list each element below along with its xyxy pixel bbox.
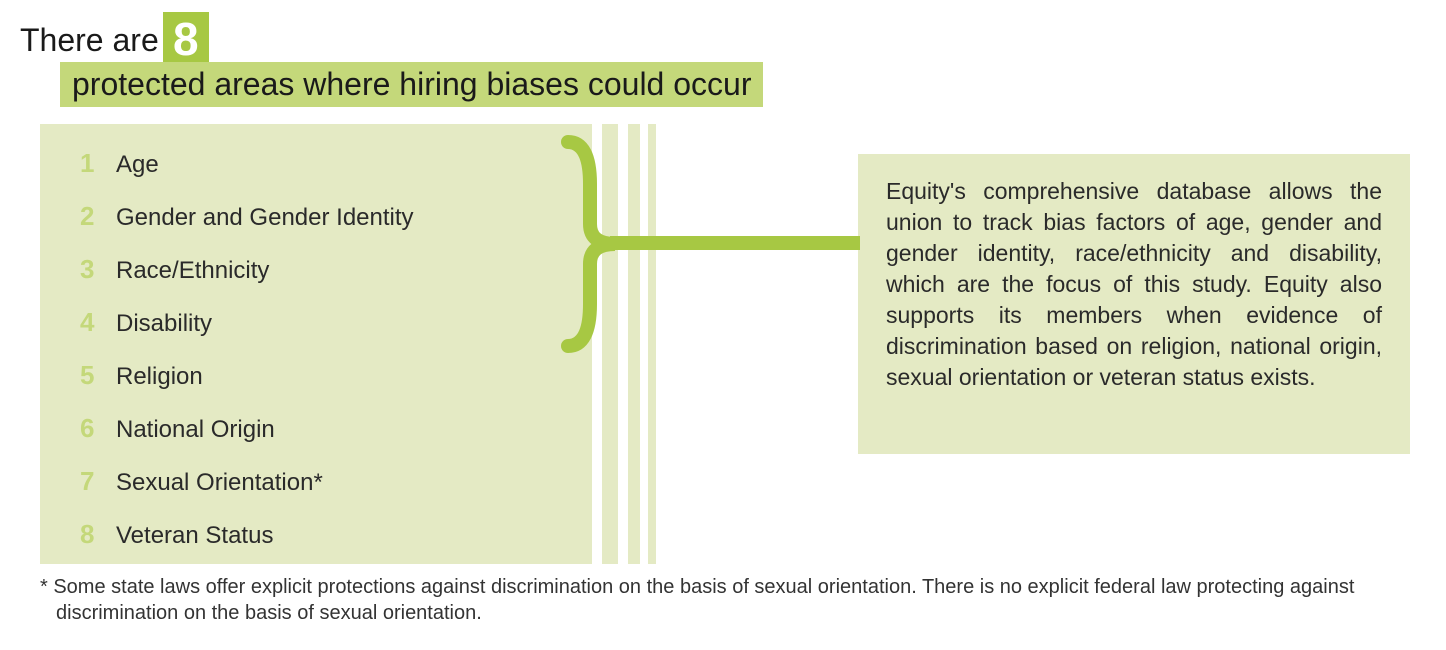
- heading-prefix: There are: [20, 22, 159, 59]
- list-item: 3 Race/Ethnicity: [80, 254, 572, 285]
- list-label: Race/Ethnicity: [116, 257, 269, 285]
- list-number: 8: [80, 519, 116, 550]
- list-label: Disability: [116, 310, 212, 338]
- list-number: 5: [80, 360, 116, 391]
- list-item: 1 Age: [80, 148, 572, 179]
- protected-areas-list: 1 Age 2 Gender and Gender Identity 3 Rac…: [40, 124, 592, 564]
- bracket-icon: [560, 134, 620, 354]
- footnote: * Some state laws offer explicit protect…: [40, 574, 1410, 626]
- stripe: [648, 124, 656, 564]
- list-item: 6 National Origin: [80, 413, 572, 444]
- list-item: 4 Disability: [80, 307, 572, 338]
- list-item: 8 Veteran Status: [80, 519, 572, 550]
- list-item: 2 Gender and Gender Identity: [80, 201, 572, 232]
- list-number: 3: [80, 254, 116, 285]
- heading-line2: protected areas where hiring biases coul…: [60, 62, 763, 107]
- callout-panel: Equity's comprehensive database allows t…: [858, 154, 1410, 454]
- list-number: 1: [80, 148, 116, 179]
- list-number: 7: [80, 466, 116, 497]
- list-number: 4: [80, 307, 116, 338]
- list-label: Sexual Orientation*: [116, 469, 323, 497]
- list-item: 7 Sexual Orientation*: [80, 466, 572, 497]
- list-item: 5 Religion: [80, 360, 572, 391]
- stripe: [628, 124, 640, 564]
- callout-text: Equity's comprehensive database allows t…: [886, 178, 1382, 390]
- connector-line: [610, 236, 860, 250]
- list-label: National Origin: [116, 416, 275, 444]
- list-label: Age: [116, 151, 159, 179]
- list-label: Veteran Status: [116, 522, 273, 550]
- heading-line1: There are 8: [20, 8, 209, 62]
- list-number: 2: [80, 201, 116, 232]
- list-label: Gender and Gender Identity: [116, 204, 414, 232]
- list-number: 6: [80, 413, 116, 444]
- list-label: Religion: [116, 363, 203, 391]
- count-badge: 8: [163, 12, 209, 66]
